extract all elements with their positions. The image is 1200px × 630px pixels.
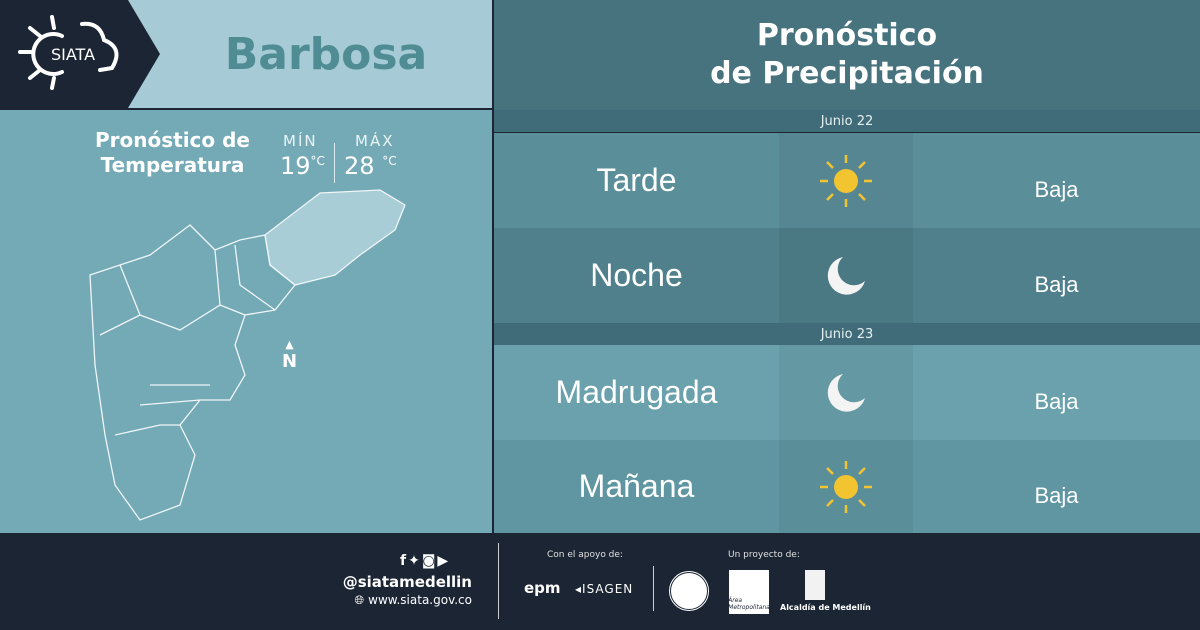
city-name: Barbosa: [224, 28, 428, 80]
forecast-row: Madrugada Baja: [494, 345, 1200, 440]
alcaldia-shield-logo: [805, 570, 825, 600]
website-link[interactable]: 🌐︎ www.siata.gov.co: [354, 593, 472, 607]
forecast-row: Mañana Baja: [494, 440, 1200, 533]
north-arrow-icon: ▲: [285, 338, 294, 351]
precip-level: Baja: [1034, 388, 1079, 414]
sun-icon: [779, 440, 913, 533]
period-name: Noche: [590, 257, 683, 293]
moon-icon: [779, 228, 913, 323]
north-indicator: ▲ N: [282, 338, 298, 372]
twitter-icon[interactable]: ✦: [408, 553, 422, 569]
social-handle[interactable]: @siatamedellin: [342, 573, 472, 591]
precip-title: Pronóstico de Precipitación: [494, 0, 1200, 110]
medellin-seal-logo: [668, 570, 710, 612]
social-icons[interactable]: f✦◙▶: [400, 553, 450, 569]
max-label: MÁX: [355, 132, 395, 150]
forecast-row: Tarde Baja: [494, 133, 1200, 228]
epm-logo: epm: [524, 579, 561, 597]
siata-logo[interactable]: SIATA: [0, 0, 160, 108]
date-label: Junio 22: [494, 110, 1200, 132]
youtube-icon[interactable]: ▶: [437, 553, 451, 569]
logo-text: SIATA: [51, 45, 95, 64]
municipality-map: [89, 189, 406, 521]
max-temp: 28 °C: [344, 152, 397, 180]
period-name: Madrugada: [555, 374, 718, 410]
precip-level: Baja: [1034, 271, 1079, 297]
support-label: Con el apoyo de:: [547, 550, 623, 560]
period-name: Tarde: [596, 162, 677, 198]
temperature-title: Pronóstico de Temperatura: [95, 128, 250, 177]
temp-divider: [334, 143, 335, 183]
divider: [653, 566, 654, 611]
footer: f✦◙▶ @siatamedellin 🌐︎ www.siata.gov.co C…: [0, 533, 1200, 630]
alcaldia-label: Alcaldía de Medellín: [780, 603, 871, 612]
min-temp: 19°C: [280, 152, 325, 180]
sun-icon: [779, 133, 913, 228]
facebook-icon[interactable]: f: [400, 553, 409, 569]
precip-level: Baja: [1034, 482, 1079, 508]
globe-icon: 🌐︎: [354, 593, 365, 607]
date-label: Junio 23: [494, 323, 1200, 345]
area-metropolitana-logo: Área Metropolitana: [728, 570, 770, 614]
moon-icon: [779, 345, 913, 440]
isagen-logo: ◂ISAGEN: [575, 582, 634, 596]
min-label: MÍN: [283, 132, 318, 150]
divider: [498, 543, 499, 619]
instagram-icon[interactable]: ◙: [421, 553, 438, 569]
precip-level: Baja: [1034, 176, 1079, 202]
project-label: Un proyecto de:: [728, 550, 800, 560]
forecast-row: Noche Baja: [494, 228, 1200, 323]
period-name: Mañana: [578, 468, 695, 504]
temperature-panel: Pronóstico de Temperatura MÍN 19°C MÁX 2…: [0, 110, 492, 533]
